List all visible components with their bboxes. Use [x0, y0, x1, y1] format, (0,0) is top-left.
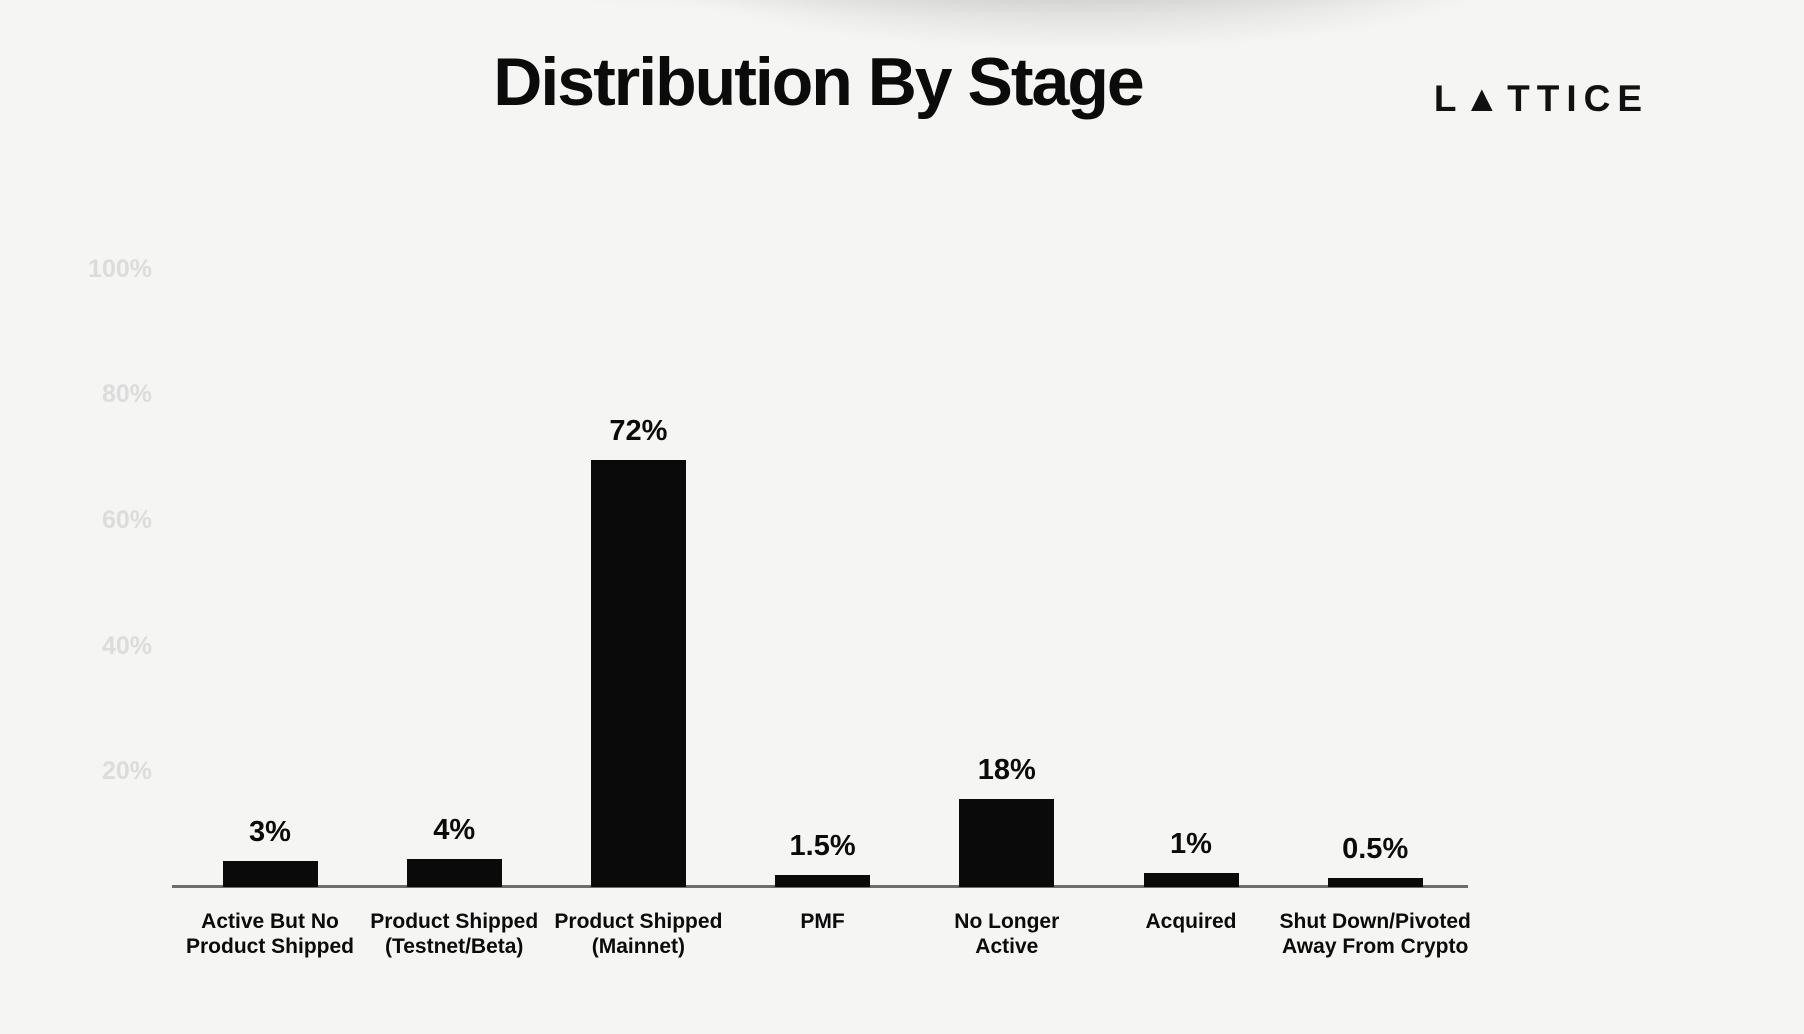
x-axis-category-label: Product Shipped (Mainnet): [554, 910, 723, 958]
bar: [1327, 878, 1423, 887]
bar-value-label: 0.5%: [1342, 833, 1409, 865]
bar-value-label: 4%: [433, 814, 476, 846]
bar-value-label: 18%: [977, 754, 1036, 786]
bar: [406, 859, 502, 887]
bar-value-label: 72%: [609, 415, 668, 447]
lattice-logo: L▲TTICE: [1433, 78, 1649, 119]
bar-value-label: 1%: [1170, 828, 1212, 860]
y-axis-tick-label: 80%: [101, 380, 152, 409]
bar: [222, 861, 318, 887]
y-axis-tick-label: 40%: [101, 631, 152, 660]
bar-value-label: 3%: [249, 816, 291, 848]
bar-value-label: 1.5%: [789, 830, 856, 862]
x-axis-category-label: No Longer Active: [954, 910, 1060, 958]
x-axis-category-label: Acquired: [1145, 910, 1237, 933]
y-axis-tick-label: 60%: [101, 505, 152, 534]
y-axis-tick-label: 20%: [101, 757, 152, 786]
bar: [1143, 873, 1239, 887]
chart-title: Distribution By Stage: [493, 44, 1144, 120]
x-axis-category-label: Active But No Product Shipped: [186, 910, 354, 958]
y-axis-tick-label: 100%: [88, 254, 152, 283]
x-axis-category-label: Product Shipped (Testnet/Beta): [370, 910, 539, 958]
bar: [959, 799, 1055, 887]
x-axis-category-label: PMF: [800, 910, 845, 933]
bar: [775, 875, 871, 887]
bar: [590, 460, 686, 887]
x-axis-category-label: Shut Down/Pivoted Away From Crypto: [1279, 910, 1471, 958]
